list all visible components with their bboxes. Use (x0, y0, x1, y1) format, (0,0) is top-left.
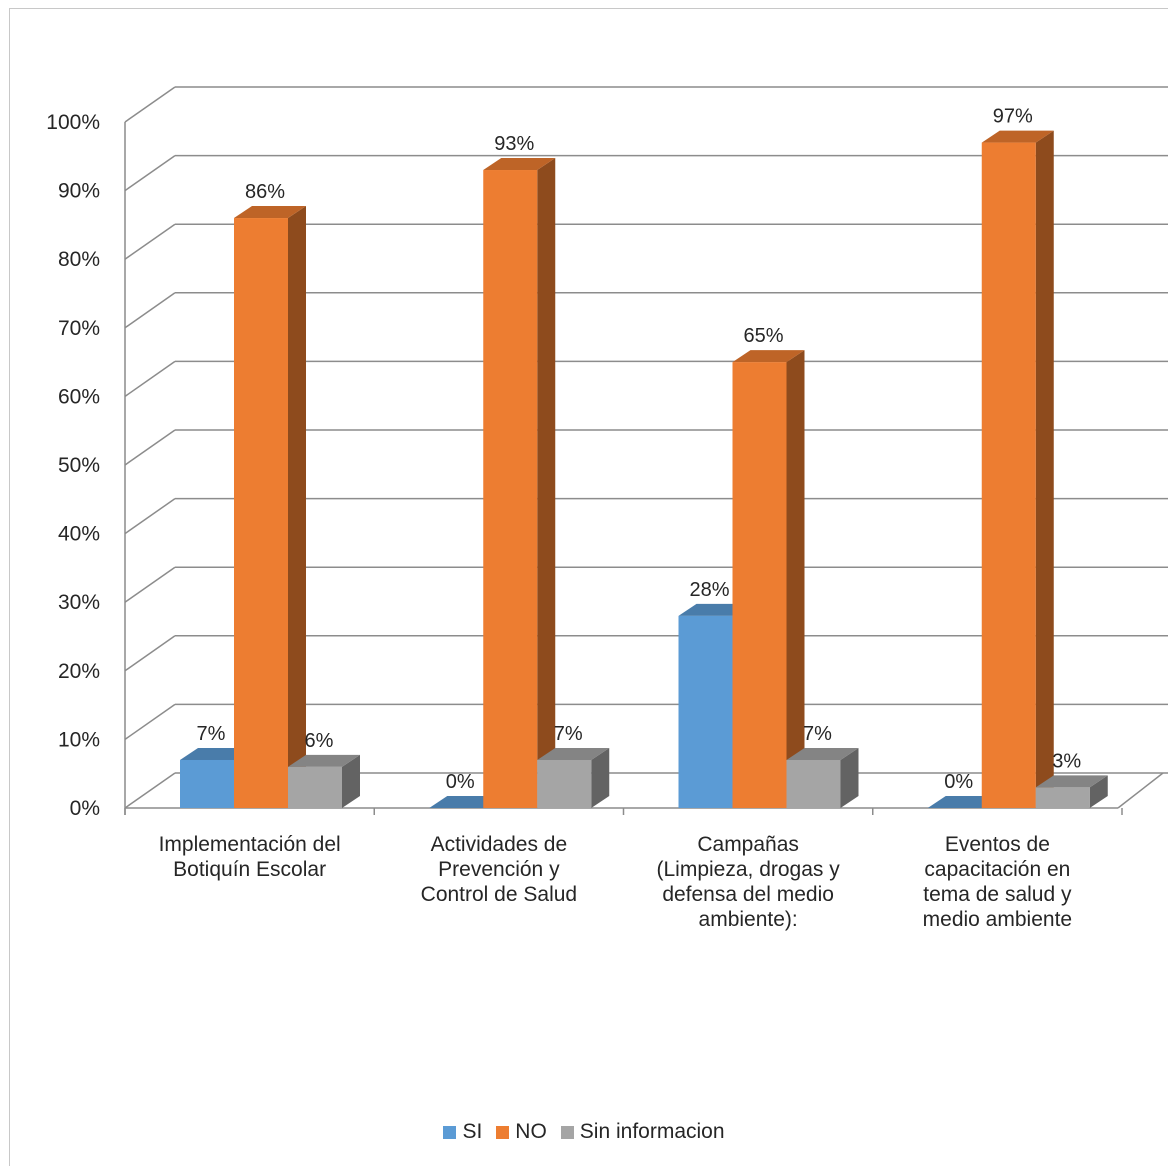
legend-label-si: SI (462, 1120, 483, 1143)
y-tick-label: 40% (58, 523, 100, 546)
data-label: 28% (689, 579, 729, 601)
data-label: 6% (305, 730, 334, 752)
legend-label-no: NO (515, 1120, 547, 1143)
gridline-side (124, 360, 176, 398)
legend-item-si: SI (443, 1120, 482, 1144)
bar-no-top (981, 130, 1054, 143)
floor-right-edge (1117, 772, 1164, 809)
y-tick-label: 100% (46, 111, 100, 134)
bar-no-top (234, 206, 306, 219)
x-category-label: Implementación del Botiquín Escolar (158, 833, 341, 881)
bar-sin-informacion-side (342, 754, 360, 808)
bar-sin-informacion-side (1089, 775, 1108, 808)
y-tick-label: 20% (58, 660, 100, 683)
data-label: 65% (743, 325, 783, 347)
gridline-side (124, 223, 176, 260)
bar-no-side (288, 206, 306, 809)
bar-si (678, 615, 733, 808)
legend-item-no: NO (496, 1120, 547, 1144)
y-tick-label: 10% (58, 728, 100, 751)
data-label: 0% (446, 771, 475, 793)
bar-sin-informacion-top (288, 754, 360, 767)
data-label: 86% (245, 181, 285, 203)
y-tick-label: 80% (58, 248, 100, 271)
gridline-side (124, 566, 176, 603)
bar-no-top (732, 350, 805, 363)
x-category-label: Actividades de Prevención y Control de S… (420, 833, 578, 906)
gridline-side (124, 292, 176, 329)
data-label: 7% (197, 723, 226, 745)
legend-swatch-sin-informacion (560, 1125, 574, 1139)
bar-sin-informacion-top (1035, 775, 1108, 788)
chart-frame (9, 8, 1168, 1166)
gridline-side (124, 86, 176, 123)
data-label: 7% (554, 723, 583, 745)
y-tick-label: 0% (70, 797, 100, 820)
data-label: 97% (993, 106, 1033, 128)
bar-sin-informacion-side (840, 747, 859, 808)
bar-sin-informacion (786, 759, 841, 808)
gridline-side (124, 154, 176, 192)
legend-label-sin-informacion: Sin informacion (579, 1120, 725, 1143)
y-tick-label: 60% (58, 385, 100, 408)
y-tick-label: 70% (58, 317, 100, 340)
bar-no (732, 362, 787, 808)
data-label: 3% (1052, 750, 1081, 772)
y-tick-label: 90% (58, 180, 100, 203)
bar-no-side (537, 158, 556, 808)
x-category-label: Eventos de capacitación en tema de salud… (922, 833, 1073, 931)
bar-sin-informacion-top (786, 747, 859, 760)
bar-sin-informacion-side (591, 747, 610, 808)
y-tick-label: 30% (58, 591, 100, 614)
bar-sin-informacion (288, 766, 342, 808)
y-tick-label: 50% (58, 454, 100, 477)
legend-swatch-no (496, 1125, 510, 1139)
gridline-side (124, 497, 176, 535)
bar-no-side (1035, 130, 1054, 808)
bar-sin-informacion (537, 759, 592, 808)
bar-sin-informacion (1035, 787, 1090, 808)
gridline-side (124, 429, 176, 466)
legend-item-sin-informacion: Sin informacion (560, 1120, 725, 1144)
gridline-side (124, 635, 176, 672)
gridline-side (124, 703, 176, 741)
bar-no-side (786, 350, 805, 808)
bar-no (981, 142, 1036, 808)
data-label: 0% (944, 771, 973, 793)
legend: SI NO Sin informacion (0, 1120, 1168, 1144)
legend-swatch-si (443, 1125, 457, 1139)
bar-no (234, 218, 288, 809)
bar-no-top (483, 158, 556, 171)
gridline-side (124, 772, 176, 809)
data-label: 7% (803, 723, 832, 745)
bar-no (483, 170, 538, 808)
bar-si (180, 759, 234, 808)
x-category-label: Campañas (Limpieza, drogas y defensa del… (656, 833, 840, 931)
bar-sin-informacion-top (537, 747, 610, 760)
data-label: 93% (494, 133, 534, 155)
